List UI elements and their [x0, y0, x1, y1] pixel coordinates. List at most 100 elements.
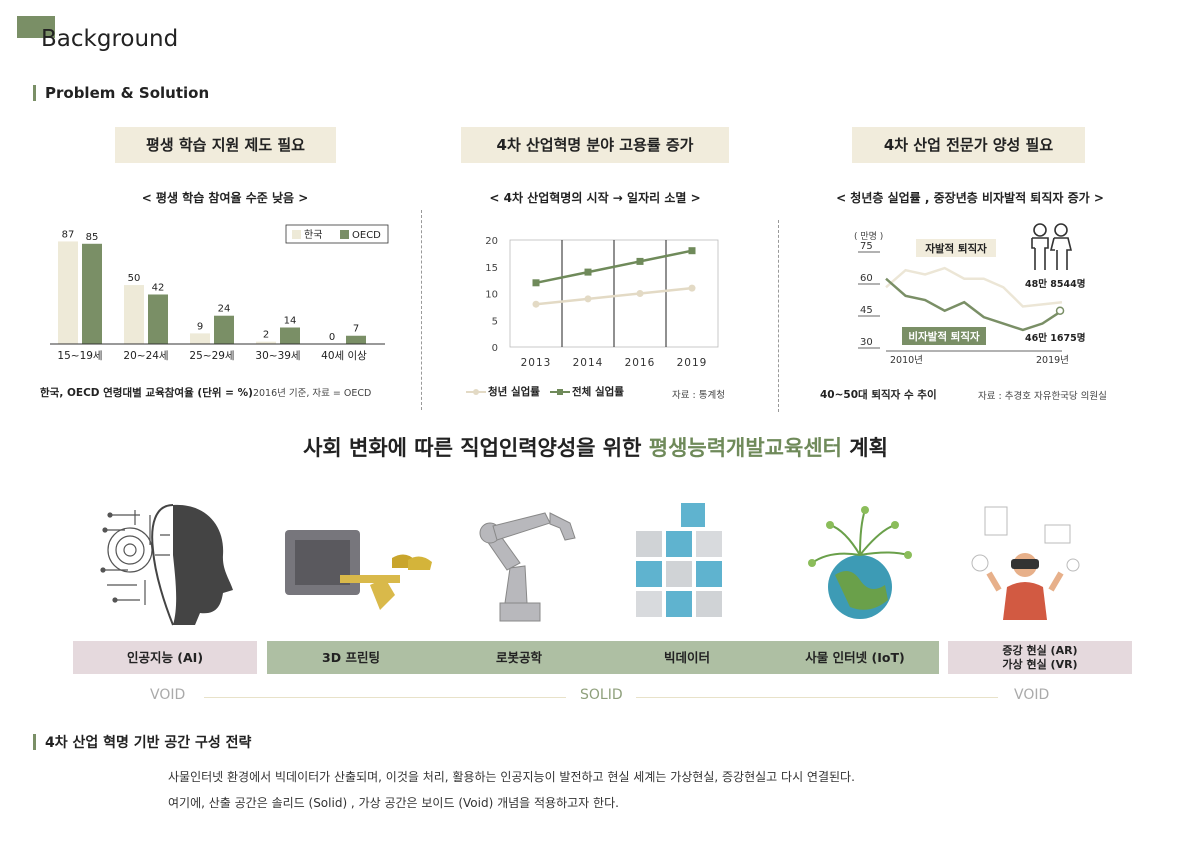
data-point: [532, 279, 540, 287]
bar-value-label: 85: [86, 232, 99, 243]
chart2-source: 자료 : 통계청: [672, 390, 725, 401]
tech-label-robotics: 로봇공학: [495, 650, 542, 665]
tech-label-iot: 사물 인터넷 (IoT): [805, 650, 905, 665]
line-chart-unemployment: 0 5 10 15 20 2013 2014 2016 2019: [485, 236, 719, 369]
section-marker: [33, 734, 36, 750]
label-bg-voluntary: [916, 239, 996, 257]
annotation-label: 46만 1675명: [1025, 332, 1085, 344]
y-tick-label: 5: [492, 316, 498, 327]
series-label: 비자발적 퇴직자: [908, 330, 980, 343]
legend-box: [285, 224, 389, 244]
bar-value-label: 2: [263, 330, 269, 341]
bar-value-label: 50: [128, 273, 141, 284]
tech-label-3d-printing: 3D 프린팅: [322, 650, 380, 665]
iot-globe-illustration: [808, 506, 912, 619]
legend-swatch-total: [550, 389, 570, 395]
legend-label-youth: 청년 실업률: [488, 386, 540, 398]
legend-swatch: [292, 230, 301, 239]
y-tick-label: 30: [860, 337, 873, 348]
y-tick-label: 45: [860, 305, 873, 316]
strategy-paragraph-line1: 사물인터넷 환경에서 빅데이터가 산출되며, 이것을 처리, 활용하는 인공지능…: [168, 770, 855, 784]
panel2-title: 4차 산업혁명 분야 고용률 증가: [461, 127, 729, 163]
plan-headline: 사회 변화에 따른 직업인력양성을 위한 평생능력개발교육센터 계획: [0, 432, 1191, 462]
x-tick-label: 2010년: [890, 355, 923, 366]
spectrum-void-left: VOID: [150, 687, 186, 703]
bar-OECD: [148, 294, 168, 344]
spectrum-line-right: [636, 697, 998, 698]
series-line-청년 실업률: [535, 286, 693, 306]
panel1-title: 평생 학습 지원 제도 필요: [115, 127, 336, 163]
x-tick-label: 2019: [677, 357, 708, 369]
people-icon: [1030, 222, 1073, 278]
3d-printer-illustration: [285, 530, 432, 610]
bar-한국: [58, 241, 78, 344]
annotation-label: 48만 8544명: [1025, 278, 1085, 290]
section-title-strategy: 4차 산업 혁명 기반 공간 구성 전략: [45, 735, 252, 751]
data-point: [636, 290, 644, 297]
headline-accent: 평생능력개발교육센터: [648, 436, 842, 460]
chart3-caption: 40~50대 퇴직자 수 추이: [820, 389, 937, 401]
x-tick-label: 2014: [573, 357, 604, 369]
spectrum-line-left: [204, 697, 566, 698]
y-tick-label: 15: [485, 263, 498, 274]
legend-label: OECD: [352, 230, 381, 241]
x-tick-label: 25~29세: [189, 350, 234, 362]
spectrum-void-right: VOID: [1014, 687, 1050, 703]
y-unit-label: ( 만명 ): [854, 231, 883, 242]
data-point: [584, 268, 592, 276]
bar-value-label: 87: [62, 229, 75, 240]
panel-divider: [421, 210, 422, 410]
series-line-전체 실업률: [535, 249, 693, 285]
bar-value-label: 7: [353, 324, 359, 335]
solid-tech-group: 3D 프린팅 로봇공학 빅데이터 사물 인터넷 (IoT): [267, 641, 939, 674]
title-accent-block: [17, 16, 55, 38]
spectrum-solid: SOLID: [580, 687, 623, 703]
chart1-caption-text: 한국, OECD 연령대별 교육참여율 (단위 = %): [40, 387, 253, 399]
headline-prefix: 사회 변화에 따른 직업인력양성을 위한: [303, 436, 649, 460]
y-tick-label: 0: [492, 343, 498, 354]
y-tick-label: 60: [860, 273, 873, 284]
bar-value-label: 14: [284, 315, 297, 326]
bar-OECD: [280, 327, 300, 344]
tech-label-ar: 증강 현실 (AR): [1002, 644, 1078, 657]
x-tick-label: 40세 이상: [321, 350, 367, 362]
data-point: [688, 284, 696, 292]
bigdata-cube-illustration: [634, 501, 724, 619]
tech-label-ai: 인공지능 (AI): [73, 641, 257, 674]
headline-suffix: 계획: [841, 436, 888, 460]
page-title: Background: [41, 26, 179, 52]
tech-label-ar-vr: 증강 현실 (AR) 가상 현실 (VR): [948, 641, 1132, 674]
panel3-subheading: < 청년층 실업률 , 중장년층 비자발적 퇴직자 증가 >: [836, 191, 1104, 205]
vr-user-illustration: [971, 506, 1080, 620]
robot-arm-illustration: [479, 512, 576, 622]
legend-swatch-youth: [466, 389, 486, 395]
x-tick-label: 30~39세: [255, 350, 300, 362]
data-point: [532, 300, 540, 308]
bar-한국: [256, 341, 276, 344]
series-line-자발적 퇴직자: [885, 266, 1063, 308]
panel-divider: [778, 220, 779, 412]
bar-OECD: [214, 315, 234, 344]
y-tick-label: 20: [485, 236, 498, 247]
legend-swatch: [340, 230, 349, 239]
data-point: [636, 257, 644, 265]
chart1-caption: 한국, OECD 연령대별 교육참여율 (단위 = %)2016년 기준, 자료…: [40, 385, 371, 400]
chart2-legend: 청년 실업률 전체 실업률: [466, 384, 626, 400]
x-tick-label: 2019년: [1036, 355, 1069, 366]
strategy-paragraph-line2: 여기에, 산출 공간은 솔리드 (Solid) , 가상 공간은 보이드 (Vo…: [168, 796, 619, 810]
series-line-비자발적 퇴직자: [885, 277, 1063, 332]
section-title-problem: Problem & Solution: [45, 84, 210, 102]
data-point: [688, 247, 696, 255]
x-tick-label: 2016: [625, 357, 656, 369]
series-label: 자발적 퇴직자: [925, 242, 987, 255]
legend-label: 한국: [304, 229, 322, 241]
panel2-subheading: < 4차 산업혁명의 시작 → 일자리 소멸 >: [489, 191, 701, 205]
data-point: [584, 295, 592, 303]
bar-value-label: 0: [329, 332, 335, 343]
endpoint-marker: [1055, 306, 1065, 315]
bar-value-label: 42: [152, 282, 165, 293]
bar-value-label: 24: [218, 304, 231, 315]
ai-head-illustration: [100, 504, 233, 626]
section-marker: [33, 85, 36, 101]
